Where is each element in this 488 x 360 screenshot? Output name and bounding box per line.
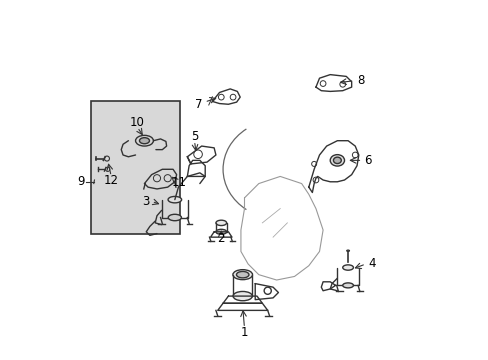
Ellipse shape [233,292,252,301]
Ellipse shape [329,155,344,166]
Bar [91,102,180,234]
Text: 9: 9 [77,175,84,188]
Ellipse shape [236,271,248,278]
Text: 1: 1 [240,326,248,339]
Ellipse shape [168,197,181,203]
Ellipse shape [232,270,252,280]
Text: 10: 10 [129,116,144,129]
Text: 6: 6 [363,154,371,167]
Ellipse shape [333,157,341,163]
Text: 11: 11 [172,176,186,189]
Text: 4: 4 [368,257,375,270]
Ellipse shape [135,135,153,146]
Text: 7: 7 [195,99,202,112]
Ellipse shape [139,138,149,144]
Ellipse shape [342,265,353,270]
Text: 8: 8 [357,74,364,87]
Text: 2: 2 [217,233,224,246]
Ellipse shape [342,283,353,288]
Text: 3: 3 [142,195,150,208]
Ellipse shape [346,250,349,251]
Text: 5: 5 [190,130,198,143]
Ellipse shape [216,220,226,226]
Ellipse shape [216,229,226,234]
Ellipse shape [168,214,181,221]
Text: 12: 12 [103,174,119,187]
